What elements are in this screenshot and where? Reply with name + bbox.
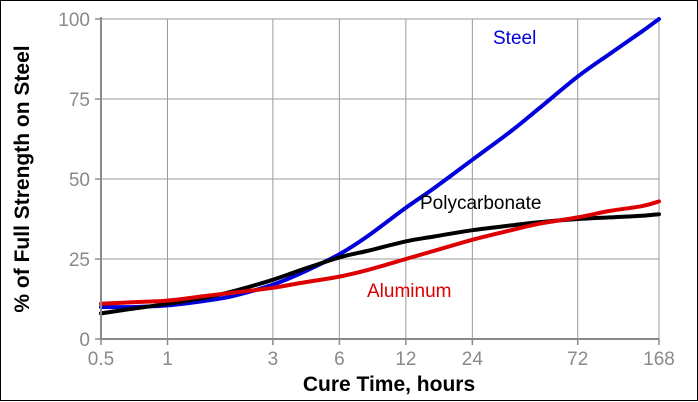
x-axis-title: Cure Time, hours: [303, 373, 475, 396]
x-tick-label-3: 3: [268, 349, 279, 370]
tick-labels: 0.5 1 3 6 12 24 72 168 0 25 50 75 100: [58, 10, 675, 370]
x-tick-label-6: 6: [334, 349, 345, 370]
x-tick-label-24: 24: [462, 349, 484, 370]
x-tick-label-168: 168: [643, 349, 675, 370]
x-tick-label-1: 1: [162, 349, 173, 370]
series-curves: [99, 17, 661, 316]
y-tick-label-0: 0: [79, 330, 90, 351]
x-tick-label-72: 72: [567, 349, 588, 370]
axes: [95, 17, 660, 345]
y-axis-title: % of Full Strength on Steel: [11, 45, 34, 312]
y-tick-label-100: 100: [58, 10, 90, 31]
y-tick-label-25: 25: [69, 250, 90, 271]
x-tick-label-0.5: 0.5: [88, 349, 114, 370]
x-tick-label-12: 12: [395, 349, 416, 370]
series-labels: Steel Polycarbonate Aluminum: [367, 28, 541, 302]
steel-series-label: Steel: [493, 28, 536, 49]
aluminum-series-line: [99, 199, 661, 306]
polycarbonate-series-label: Polycarbonate: [420, 193, 541, 214]
y-tick-label-75: 75: [69, 90, 90, 111]
y-tick-label-50: 50: [69, 170, 90, 191]
steel-series-line: [99, 17, 661, 310]
aluminum-series-label: Aluminum: [367, 281, 451, 302]
